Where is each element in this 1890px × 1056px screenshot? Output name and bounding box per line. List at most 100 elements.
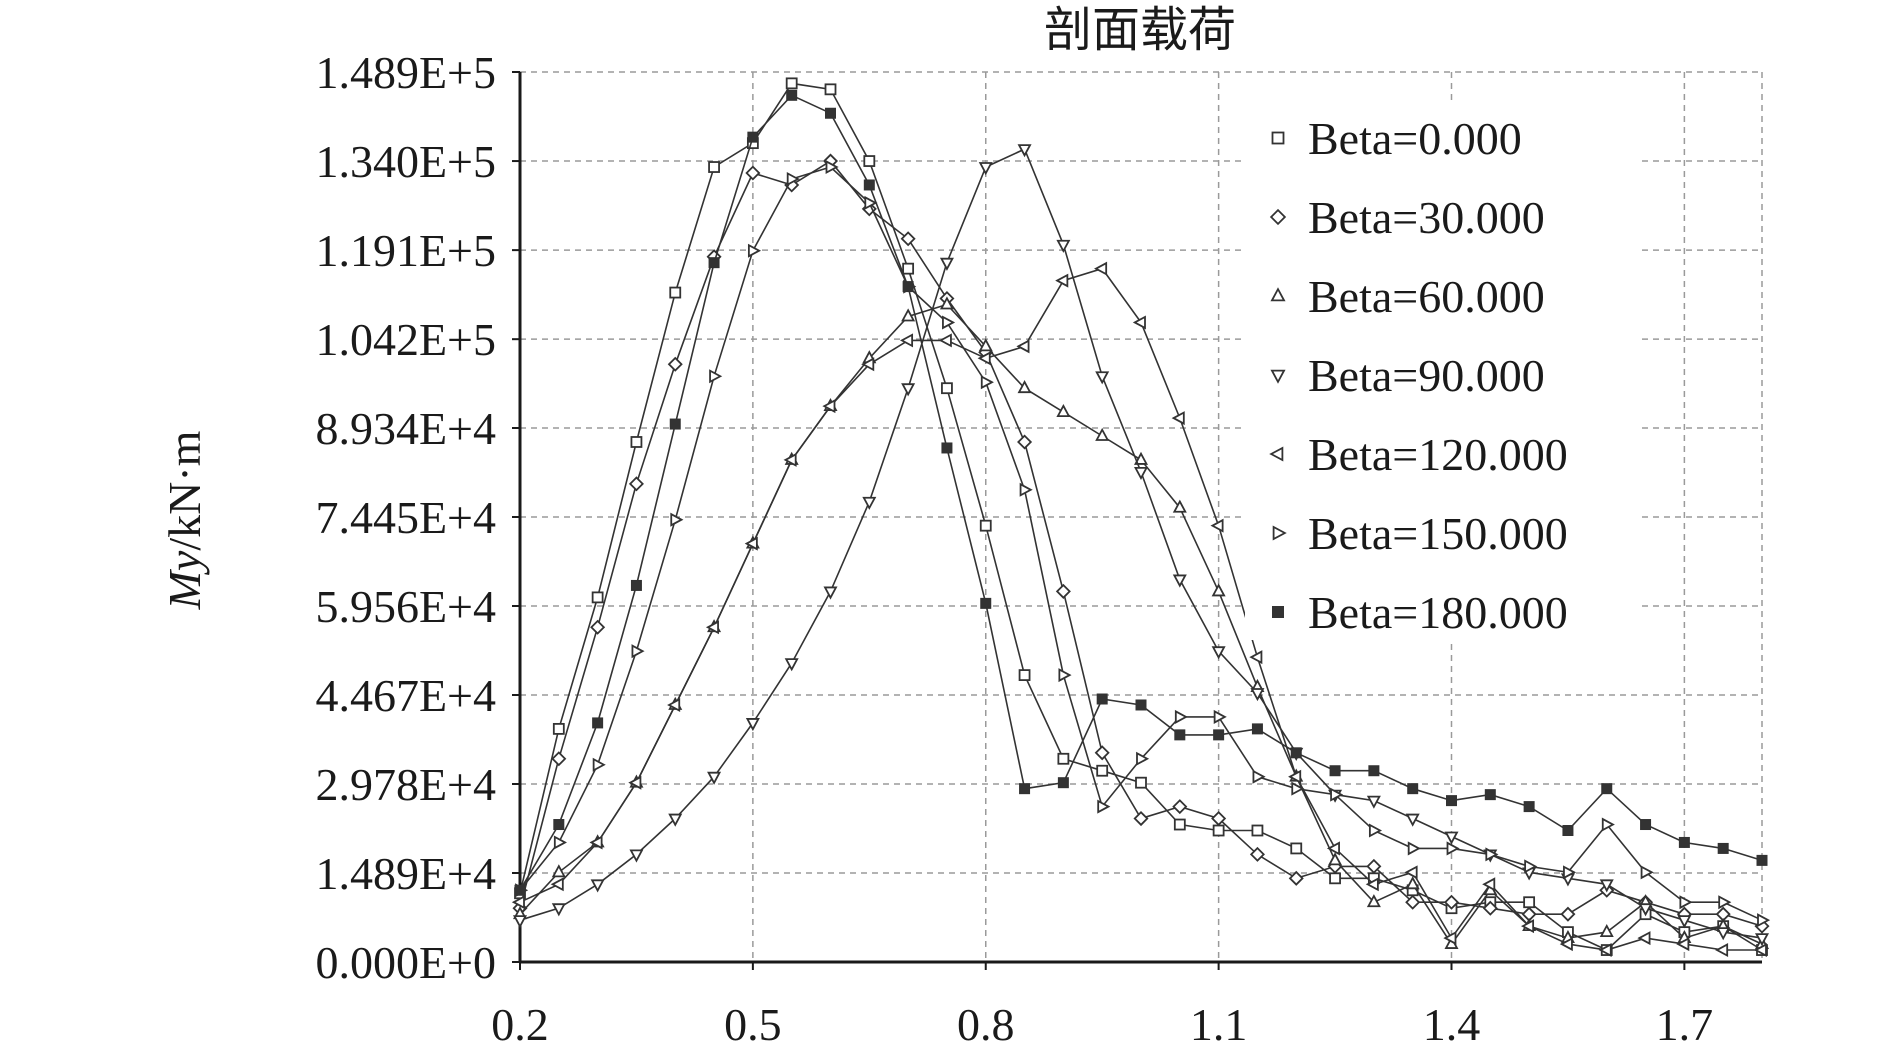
data-point [1679,895,1693,910]
x-tick-label: 0.2 [491,999,549,1050]
data-point [1174,709,1188,724]
data-point [514,884,526,896]
data-point [1096,693,1108,705]
data-point [785,77,798,90]
data-point [745,165,761,181]
data-point [1366,858,1382,874]
data-point [1211,583,1226,597]
data-point [1484,789,1496,801]
ticks-layer: 0.000E+0 1.489E+4 2.978E+4 4.467E+4 5.956E+4… [315,47,1713,1050]
data-point [1213,709,1227,724]
data-point [1326,841,1340,856]
legend-marker [1270,287,1286,302]
data-point [1330,787,1344,802]
y-axis-title-unit: /kN·m [159,430,210,550]
data-point [786,89,798,101]
data-point [1095,371,1110,385]
data-point [1251,824,1264,837]
data-point [1018,669,1031,681]
data-point [668,813,683,827]
data-point [1562,825,1574,837]
data-point [1366,795,1381,809]
legend-label: Beta=180.000 [1308,587,1568,638]
data-point [1443,931,1457,946]
data-point [511,895,525,910]
data-point [1717,842,1729,854]
legend-marker [1270,369,1286,384]
data-point [1560,906,1576,922]
data-point [978,338,993,352]
data-point [553,835,567,850]
y-axis-title-symbol: My [159,550,210,610]
data-point [709,369,723,384]
data-point [669,418,681,430]
data-point [592,757,606,772]
y-tick-label: 7.445E+4 [315,492,496,543]
data-point [1174,729,1186,741]
data-point [900,231,916,247]
data-point [901,308,916,322]
data-point [1756,854,1768,866]
data-point [747,131,759,143]
data-point [902,281,914,293]
data-point [1095,427,1110,441]
data-point [1753,943,1767,958]
data-point [550,877,564,892]
data-point [1016,339,1030,354]
data-point [744,536,758,551]
data-point [1288,870,1304,886]
data-point [1017,380,1032,394]
y-tick-label: 4.467E+4 [315,670,496,721]
data-point [1328,852,1343,866]
data-point [861,357,875,372]
data-point [1211,811,1227,827]
data-point [705,620,719,635]
x-tick-label: 1.7 [1656,999,1714,1050]
data-point [1599,879,1614,893]
data-point [1210,518,1224,533]
data-point [590,619,606,635]
data-point [1171,411,1185,426]
data-point [1329,765,1341,777]
data-point [1135,699,1147,711]
legend: Beta=0.000 Beta=30.000 Beta=60.000 Beta=90.… [1245,100,1640,640]
y-axis-title: My/kN·m [159,430,210,610]
data-point [1019,783,1031,795]
y-tick-label: 2.978E+4 [315,759,496,810]
data-point [1136,751,1150,766]
data-point [825,160,839,175]
data-point [1055,273,1069,288]
legend-label: Beta=60.000 [1308,271,1545,322]
data-point [1757,913,1771,928]
data-point [1676,937,1690,952]
data-point [553,819,565,831]
data-point [630,436,643,448]
data-point [1058,668,1072,683]
x-tick-label: 0.5 [724,999,782,1050]
data-point [667,356,683,372]
data-point [1132,315,1146,330]
data-point [1678,836,1690,848]
data-point [1172,574,1187,588]
legend-label: Beta=30.000 [1308,192,1545,243]
data-point [1407,841,1421,856]
data-point [590,879,605,893]
data-point [1057,777,1069,789]
data-point [1523,896,1536,909]
data-point [1133,466,1149,481]
data-point [1638,903,1653,917]
data-point [1482,900,1498,916]
data-point [1172,799,1188,815]
data-point [1524,859,1538,874]
data-point [899,333,914,348]
data-point [939,257,954,271]
data-point [1446,841,1460,856]
data-point [1288,769,1302,784]
data-point [1056,403,1071,418]
data-point [628,775,642,790]
legend-label: Beta=0.000 [1308,113,1522,164]
x-tick-label: 0.8 [957,999,1015,1050]
data-point [863,179,875,191]
data-point [745,718,760,732]
